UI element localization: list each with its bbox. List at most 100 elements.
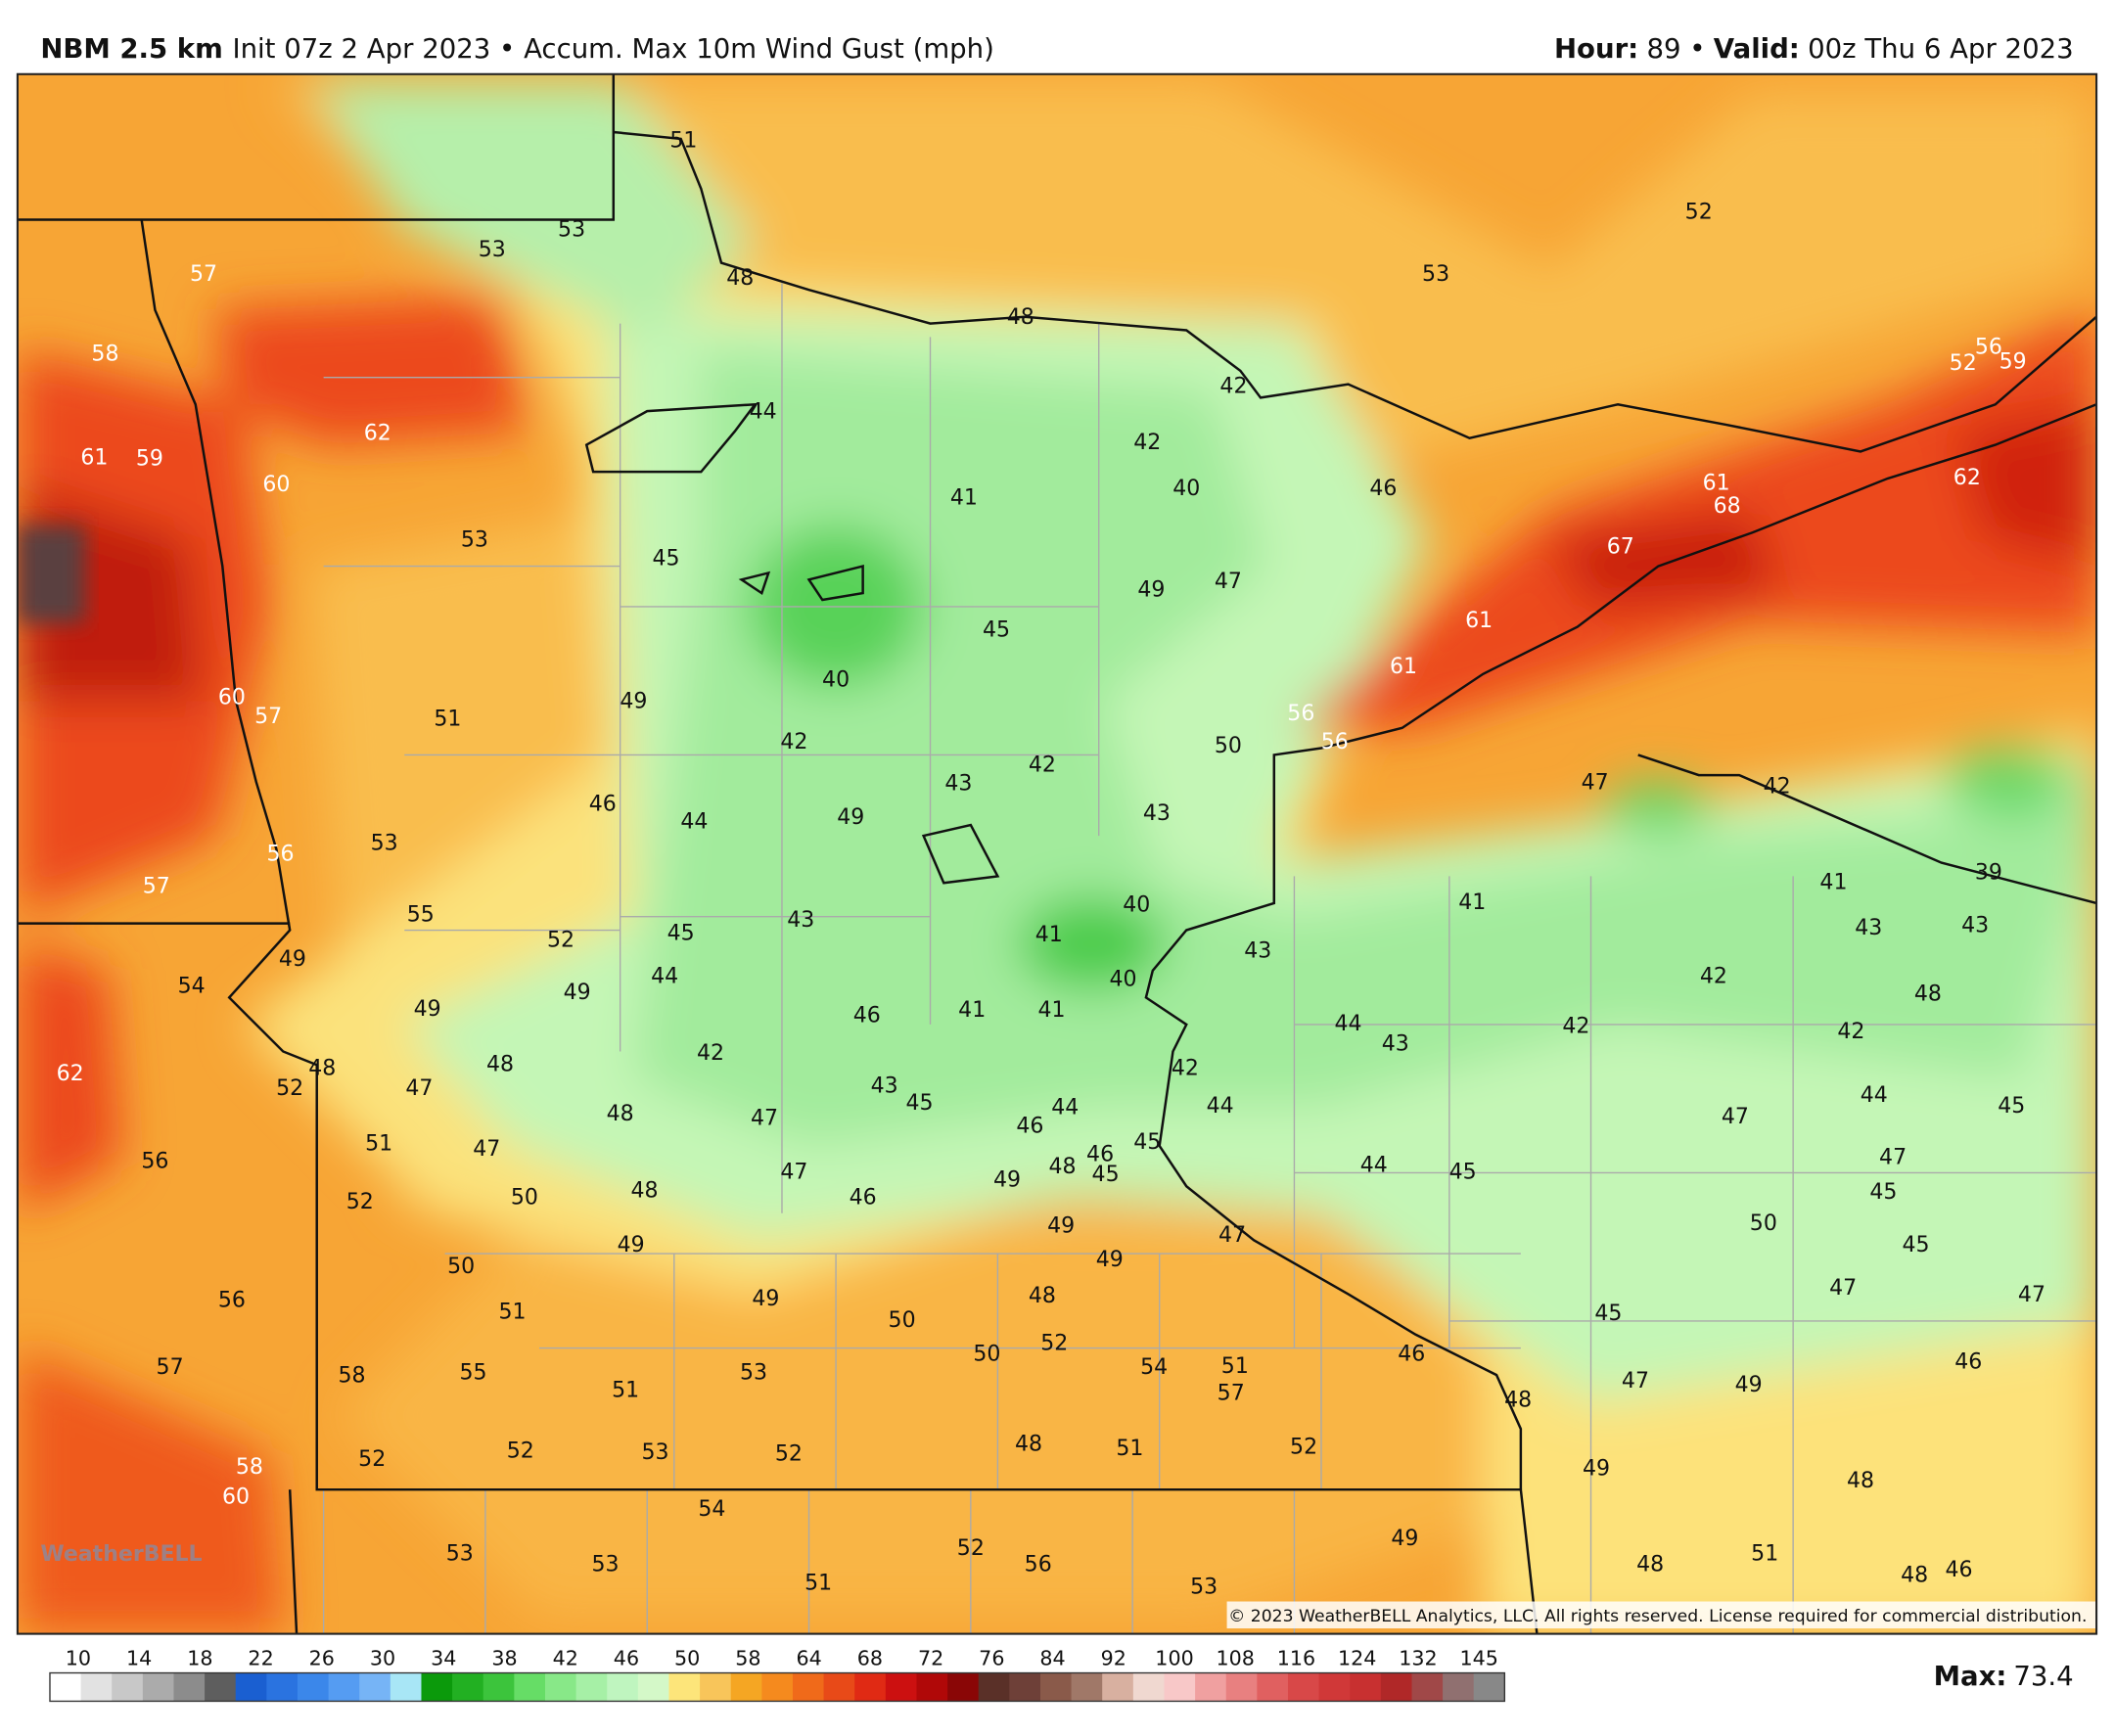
gust-value: 57 [254,705,282,729]
colorbar-tick-label: 46 [614,1646,639,1669]
gust-value: 57 [143,874,170,898]
color-swatch [1257,1672,1289,1702]
gust-value: 62 [1953,466,1981,490]
gust-value: 61 [1465,609,1493,633]
hour-label: Hour: [1554,33,1638,65]
borders [17,73,2097,1634]
gust-value: 43 [1244,939,1271,964]
gust-value: 45 [1869,1180,1897,1205]
gust-value: 42 [1133,431,1161,455]
gust-value: 56 [141,1149,168,1173]
gust-value: 51 [804,1572,832,1596]
gust-value: 52 [346,1190,374,1214]
gust-value: 43 [787,908,814,933]
copyright-box [1226,1601,2097,1629]
colorbar-tick-label: 145 [1459,1646,1497,1669]
gust-value: 52 [775,1441,803,1466]
gust-value: 53 [558,218,585,243]
gust-value: 41 [1035,923,1063,947]
gust-value: 44 [680,809,708,834]
gust-value: 49 [993,1168,1021,1193]
max-readout: Max: 73.4 [1934,1661,2074,1692]
gust-value: 41 [1819,870,1847,894]
gust-value: 42 [1562,1015,1589,1039]
color-swatch [49,1672,82,1702]
gust-value: 49 [1391,1527,1418,1551]
gust-value: 48 [726,266,754,291]
gust-value: 47 [2018,1283,2045,1307]
gust-value: 59 [1999,350,2027,375]
gust-value: 55 [407,902,435,927]
gust-value: 40 [822,668,850,693]
gust-value: 53 [446,1541,474,1566]
gust-value: 49 [414,997,441,1022]
gust-value: 50 [447,1255,475,1279]
color-swatch [390,1672,422,1702]
gust-value: 68 [1714,494,1741,519]
gust-value: 41 [1037,998,1065,1023]
gust-value: 45 [905,1091,933,1116]
gust-value: 47 [1722,1105,1749,1129]
gust-value: 46 [850,1186,877,1211]
gust-value: 47 [780,1160,807,1184]
gust-value: 58 [339,1363,366,1388]
gust-value: 43 [944,772,972,797]
color-swatch [854,1672,887,1702]
gust-value: 50 [1215,734,1242,758]
gust-value: 52 [957,1536,985,1561]
gust-value: 49 [1735,1373,1763,1397]
gust-value: 61 [1390,655,1417,679]
gust-value: 47 [405,1076,433,1101]
gust-value: 49 [279,947,306,972]
gust-value: 51 [1221,1354,1249,1379]
gust-value: 60 [222,1485,250,1509]
gust-value: 46 [853,1004,881,1028]
gust-value: 52 [1290,1435,1317,1459]
colorbar-frame [49,1671,1506,1703]
color-swatch [142,1672,174,1702]
gust-value: 59 [136,447,163,472]
colorbar-tick-label: 14 [126,1646,152,1669]
gust-value: 47 [1218,1223,1246,1248]
gust-value: 48 [1504,1388,1532,1412]
gust-value: 52 [547,929,574,953]
gust-value: 49 [837,805,864,830]
gust-value: 48 [1636,1552,1664,1576]
color-swatch [483,1672,515,1702]
color-swatch [297,1672,330,1702]
gust-value: 48 [1847,1469,1874,1493]
gust-value: 40 [1109,967,1136,991]
gust-value: 42 [1172,1056,1199,1080]
gust-value: 46 [1369,477,1397,501]
colorbar-tick-label: 84 [1039,1646,1065,1669]
colorbar-tick-label: 42 [553,1646,578,1669]
gust-value: 44 [1051,1095,1079,1119]
gust-value: 50 [1750,1211,1777,1236]
gust-value: 48 [1007,305,1034,330]
gust-value: 51 [1116,1437,1143,1461]
colorbar-tick-label: 68 [857,1646,883,1669]
colorbar-tick-label: 34 [431,1646,456,1669]
gust-value: 55 [460,1361,487,1386]
gust-value: 50 [973,1342,1000,1366]
gust-value: 52 [276,1076,303,1101]
run-info: Init 07z 2 Apr 2023 • Accum. Max 10m Win… [232,33,993,65]
gust-value: 53 [1422,262,1449,287]
gust-value: 47 [1582,770,1609,795]
color-swatch [916,1672,948,1702]
color-swatch [885,1672,917,1702]
gust-value: 47 [751,1106,778,1130]
gust-value: 45 [1133,1130,1161,1155]
colorbar-tick-label: 132 [1399,1646,1437,1669]
gust-value: 57 [1218,1381,1245,1405]
gust-value: 49 [618,1233,645,1257]
gust-value: 62 [57,1062,84,1086]
gust-value: 47 [1622,1369,1649,1393]
gust-value: 58 [236,1455,263,1480]
gust-value: 53 [641,1440,668,1465]
gust-value: 47 [1829,1276,1857,1301]
